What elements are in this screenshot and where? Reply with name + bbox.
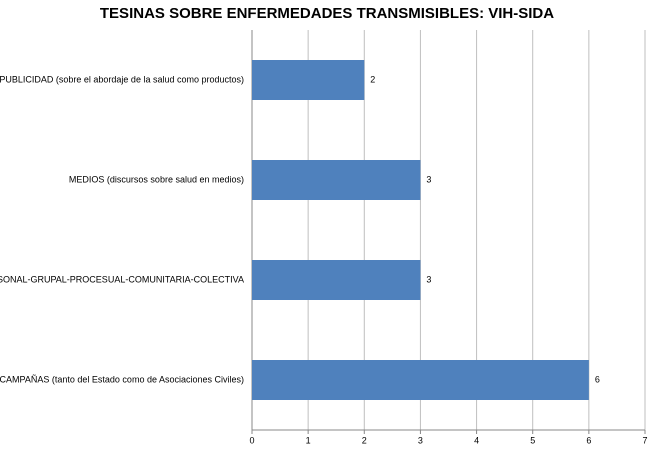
x-tick-label: 0 bbox=[249, 435, 254, 445]
bar bbox=[252, 360, 589, 400]
x-tick-label: 4 bbox=[474, 435, 479, 445]
y-tick-label: INTERPERSONAL-GRUPAL-PROCESUAL-COMUNITAR… bbox=[0, 274, 244, 284]
x-tick-label: 1 bbox=[306, 435, 311, 445]
data-label: 2 bbox=[370, 74, 375, 84]
y-tick-label: MEDIOS (discursos sobre salud en medios) bbox=[69, 174, 244, 184]
chart-title: TESINAS SOBRE ENFERMEDADES TRANSMISIBLES… bbox=[100, 5, 554, 22]
y-tick-label: CAMPAÑAS (tanto del Estado como de Asoci… bbox=[0, 374, 244, 384]
x-tick-label: 5 bbox=[530, 435, 535, 445]
x-tick-label: 7 bbox=[642, 435, 647, 445]
bar bbox=[252, 260, 421, 300]
x-tick-label: 3 bbox=[418, 435, 423, 445]
data-label: 3 bbox=[426, 174, 431, 184]
x-tick-label: 6 bbox=[586, 435, 591, 445]
x-tick-label: 2 bbox=[362, 435, 367, 445]
bar bbox=[252, 60, 365, 100]
y-tick-label: PUBLICIDAD (sobre el abordaje de la salu… bbox=[0, 74, 244, 84]
data-label: 3 bbox=[426, 274, 431, 284]
bar bbox=[252, 160, 421, 200]
data-label: 6 bbox=[595, 374, 600, 384]
